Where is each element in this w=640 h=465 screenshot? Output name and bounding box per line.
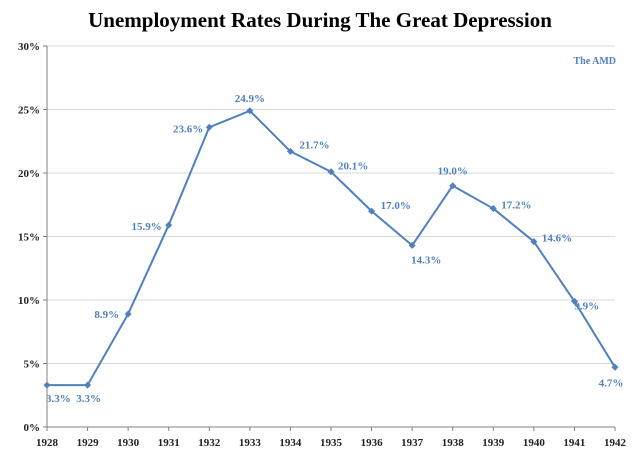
x-tick-label: 1935 xyxy=(320,437,343,449)
x-tick-labels: 1928 1929 1930 1931 1932 1933 1934 1935 1936 1937… xyxy=(36,437,627,449)
data-label: 17.2% xyxy=(501,200,531,212)
x-tick-label: 1930 xyxy=(117,437,140,449)
y-tick-label: 5% xyxy=(24,359,41,371)
x-tick-label: 1932 xyxy=(198,437,221,449)
data-label: 24.9% xyxy=(235,93,265,105)
data-label: 23.6% xyxy=(173,123,203,135)
data-point xyxy=(205,123,213,131)
data-point xyxy=(286,147,294,155)
data-point xyxy=(489,205,497,213)
x-tick-label: 1938 xyxy=(442,437,465,449)
series-line xyxy=(47,109,616,387)
y-tick-labels: 0% 5% 10% 15% 20% 25% 30% xyxy=(18,41,40,434)
x-tick-label: 1931 xyxy=(158,437,180,449)
x-tick-label: 1928 xyxy=(36,437,59,449)
data-label: 3.3% xyxy=(46,393,71,405)
data-label: 3.3% xyxy=(76,393,101,405)
x-tick-label: 1934 xyxy=(279,437,302,449)
data-label: 9.9% xyxy=(574,300,599,312)
series-line-path xyxy=(47,109,616,387)
data-point xyxy=(570,297,578,305)
data-points xyxy=(43,107,619,389)
data-label: 15.9% xyxy=(131,221,161,233)
data-label: 19.0% xyxy=(438,166,468,178)
y-tick-label: 15% xyxy=(18,232,40,244)
data-point xyxy=(84,381,92,389)
y-tick-label: 0% xyxy=(24,422,41,434)
data-label: 17.0% xyxy=(381,200,411,212)
y-tick-label: 30% xyxy=(18,41,40,53)
data-label: 20.1% xyxy=(338,161,368,173)
data-point xyxy=(165,221,173,229)
x-tick-label: 1941 xyxy=(563,437,585,449)
data-label: 8.9% xyxy=(94,309,119,321)
x-tick-label: 1939 xyxy=(482,437,505,449)
x-tick-label: 1937 xyxy=(401,437,424,449)
data-point xyxy=(368,207,376,215)
data-label: 14.6% xyxy=(542,233,572,245)
data-label: 21.7% xyxy=(299,139,329,151)
chart-title: Unemployment Rates During The Great Depr… xyxy=(88,8,552,32)
x-tick-label: 1929 xyxy=(77,437,100,449)
axes xyxy=(43,45,616,431)
y-tick-label: 25% xyxy=(18,105,40,117)
x-tick-label: 1936 xyxy=(361,437,384,449)
data-point xyxy=(449,182,457,190)
x-tick-label: 1942 xyxy=(604,437,627,449)
data-point xyxy=(327,168,335,176)
data-point xyxy=(611,363,619,371)
data-point xyxy=(124,310,132,318)
data-point xyxy=(408,241,416,249)
data-labels: 3.3% 3.3% 8.9% 15.9% 23.6% 24.9% 21.7% 20.1% 17.… xyxy=(46,93,623,405)
y-tick-label: 20% xyxy=(18,168,40,180)
data-label: 14.3% xyxy=(411,254,441,266)
data-label: 4.7% xyxy=(599,377,624,389)
y-tick-label: 10% xyxy=(18,295,40,307)
x-tick-label: 1933 xyxy=(239,437,262,449)
data-point xyxy=(530,238,538,246)
data-point xyxy=(43,381,51,389)
data-point xyxy=(246,107,254,115)
x-tick-label: 1940 xyxy=(523,437,546,449)
source-label: The AMD xyxy=(574,56,617,67)
